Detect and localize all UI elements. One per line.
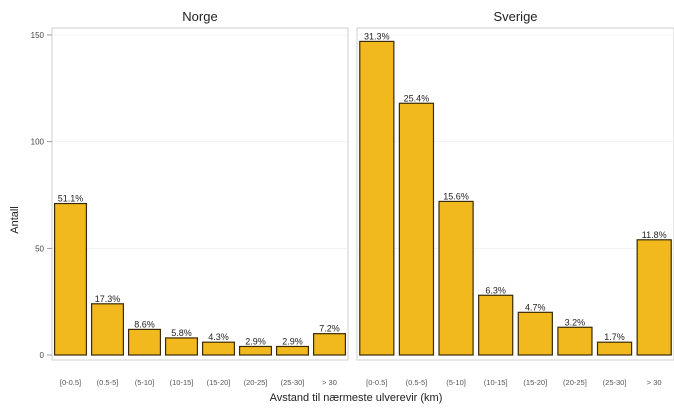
x-tick-label: (5-10] <box>135 378 155 387</box>
x-tick-label: (15-20] <box>207 378 231 387</box>
data-label: 2.9% <box>245 336 266 346</box>
data-label: 31.3% <box>364 31 390 41</box>
x-tick-label: (5-10] <box>446 378 466 387</box>
bar <box>636 239 672 356</box>
bar <box>201 341 236 356</box>
panel-title: Sverige <box>493 9 537 24</box>
bar <box>438 200 474 356</box>
bar <box>312 333 347 356</box>
data-label: 51.1% <box>58 194 84 204</box>
bar <box>596 341 633 356</box>
bar <box>517 311 553 356</box>
bar <box>164 337 199 356</box>
data-label: 6.3% <box>485 285 506 295</box>
bar <box>53 202 88 356</box>
panel-2: Sverige 31.3% [0-0.5] 25.4% (0.5-5] 15.6% (5-1… <box>356 9 674 387</box>
bar <box>359 40 395 356</box>
data-label: 11.8% <box>642 230 667 240</box>
data-label: 8.6% <box>134 319 155 329</box>
y-axis-title: Antall <box>9 206 21 234</box>
x-tick-label: (20-25] <box>563 378 587 387</box>
y-tick-label: 100 <box>31 138 45 147</box>
x-tick-label: (10-15] <box>170 378 194 387</box>
bar <box>557 326 593 356</box>
data-label: 1.7% <box>604 332 625 342</box>
x-tick-label: [0-0.5] <box>60 378 81 387</box>
y-axis-label: Antall <box>9 206 21 234</box>
x-axis-label: Avstand til nærmeste ulverevir (km) <box>270 392 443 404</box>
data-label: 5.8% <box>171 328 192 338</box>
panel-title: Norge <box>182 9 217 24</box>
x-tick-label: (20-25] <box>244 378 268 387</box>
y-tick-label: 50 <box>35 244 44 253</box>
bar <box>127 328 162 356</box>
x-tick-label: (25-30] <box>603 378 627 387</box>
data-label: 15.6% <box>443 191 469 201</box>
y-tick-label: 0 <box>40 351 45 360</box>
bar <box>275 345 310 356</box>
data-label: 17.3% <box>95 294 121 304</box>
x-tick-label: (0.5-5] <box>406 378 428 387</box>
data-label: 25.4% <box>404 93 430 103</box>
x-tick-label: (15-20] <box>523 378 547 387</box>
x-tick-label: (10-15] <box>484 378 508 387</box>
bar <box>398 102 435 356</box>
data-label: 3.2% <box>565 317 586 327</box>
bar <box>238 345 273 356</box>
x-tick-label: > 30 <box>647 378 662 387</box>
x-tick-label: > 30 <box>322 378 337 387</box>
chart-panels: Norge 51.1% [0-0.5] 17.3% (0.5-5] 8.6% (5-10] 5… <box>31 9 674 387</box>
panel-1: Norge 51.1% [0-0.5] 17.3% (0.5-5] 8.6% (5-10] 5… <box>51 9 349 387</box>
y-tick-label: 150 <box>31 31 45 40</box>
data-label: 4.3% <box>208 332 229 342</box>
x-tick-label: (0.5-5] <box>97 378 119 387</box>
data-label: 2.9% <box>282 336 303 346</box>
x-tick-label: (25-30] <box>281 378 305 387</box>
data-label: 7.2% <box>319 324 340 334</box>
bar <box>478 294 514 356</box>
bar <box>90 303 125 356</box>
data-label: 4.7% <box>525 302 546 312</box>
x-tick-label: [0-0.5] <box>366 378 387 387</box>
